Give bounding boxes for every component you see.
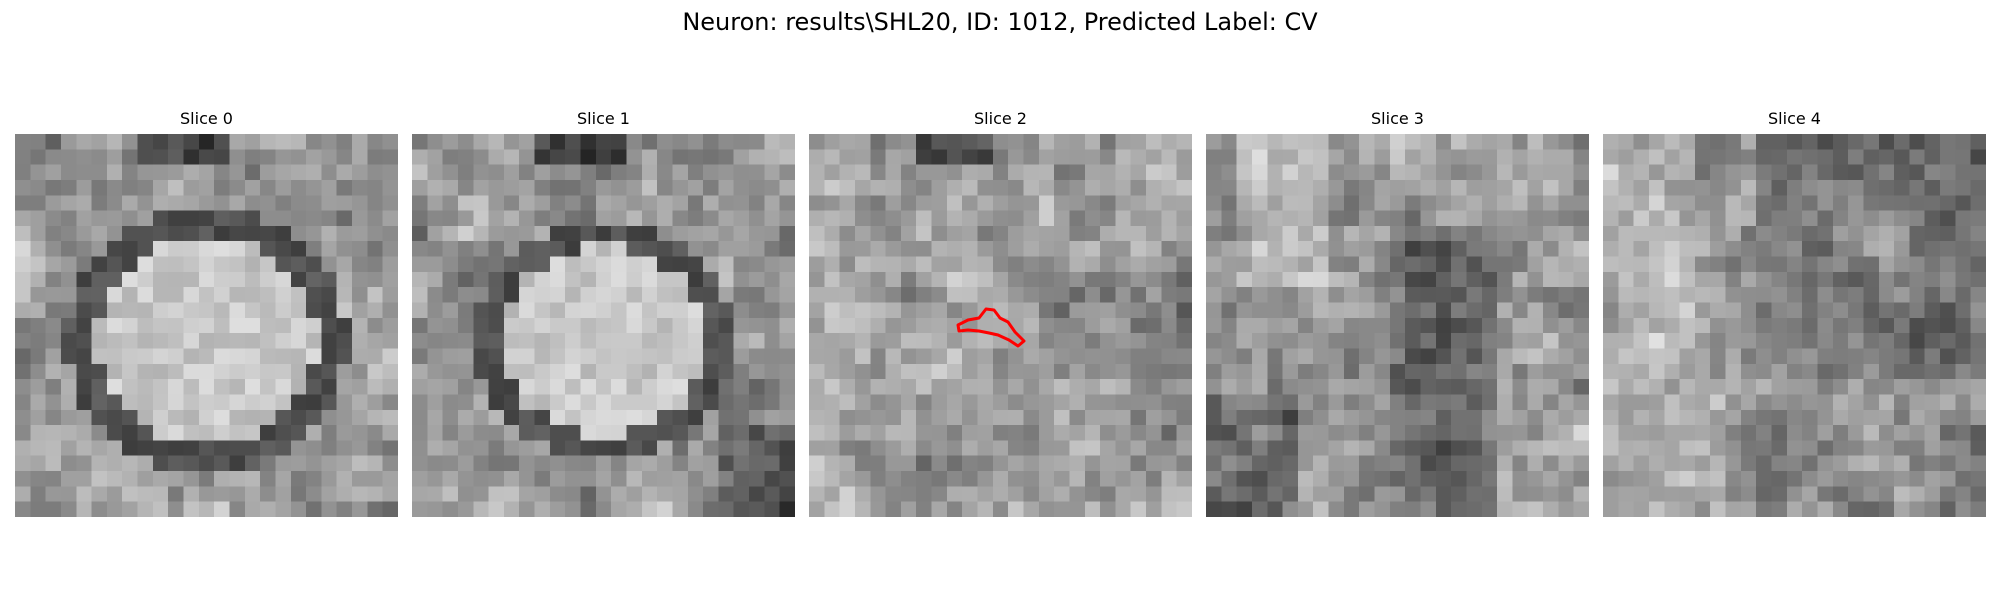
slice-title: Slice 4 (1768, 109, 1821, 128)
figure-title: Neuron: results\SHL20, ID: 1012, Predict… (682, 8, 1318, 36)
slice-panel-2: Slice 2 (809, 108, 1192, 518)
slice-image (1206, 134, 1589, 517)
contour-outline (956, 307, 1026, 348)
slice-title: Slice 2 (974, 109, 1027, 128)
slice-image (1603, 134, 1986, 517)
segmentation-contour (956, 307, 1026, 348)
slice-image (809, 134, 1192, 517)
grayscale-slice-canvas (412, 134, 795, 517)
grayscale-slice-canvas (15, 134, 398, 517)
slice-title: Slice 3 (1371, 109, 1424, 128)
slice-image (15, 134, 398, 517)
slice-panel-0: Slice 0 (15, 108, 398, 518)
slice-panel-1: Slice 1 (412, 108, 795, 518)
slice-panel-3: Slice 3 (1206, 108, 1589, 518)
grayscale-slice-canvas (1206, 134, 1589, 517)
slice-title: Slice 0 (180, 109, 233, 128)
grayscale-slice-canvas (1603, 134, 1986, 517)
slice-title: Slice 1 (577, 109, 630, 128)
slice-panel-4: Slice 4 (1603, 108, 1986, 518)
grayscale-slice-canvas (809, 134, 1192, 517)
slice-image (412, 134, 795, 517)
